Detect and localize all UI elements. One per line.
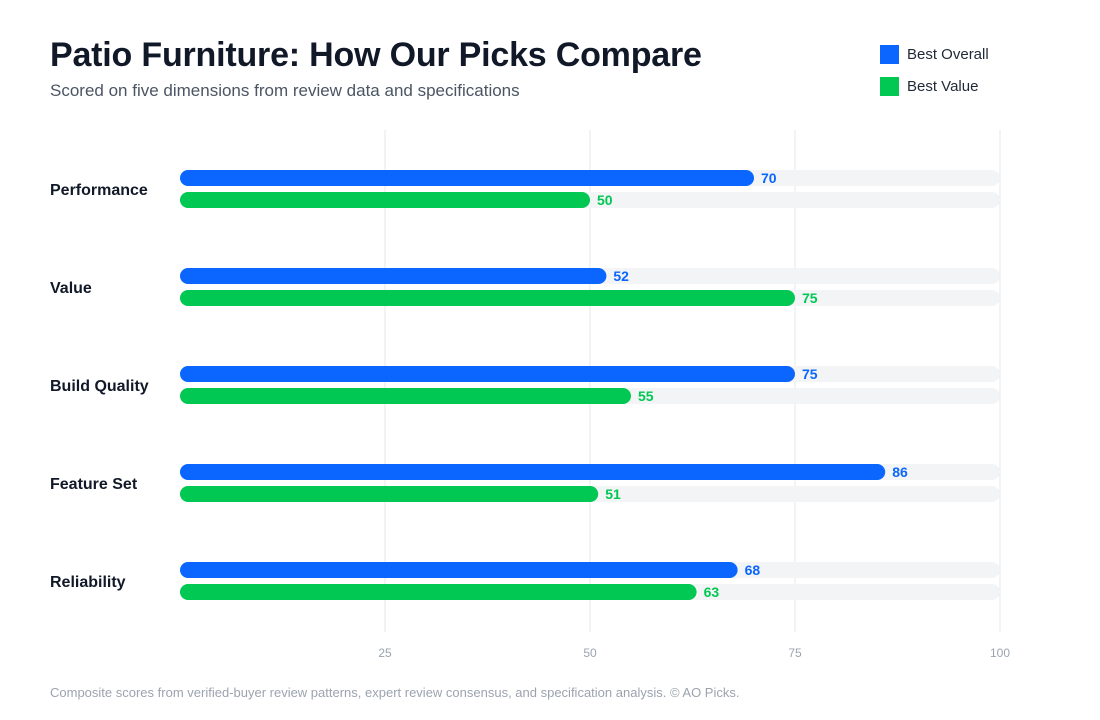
category-label: Performance	[50, 182, 148, 199]
value-label-best-overall: 68	[745, 562, 761, 578]
legend-swatch-best-value	[880, 76, 899, 96]
legend-swatch-best-overall	[880, 44, 899, 64]
category-label: Feature Set	[50, 476, 138, 493]
x-tick-label: 100	[990, 646, 1010, 660]
footnote: Composite scores from verified-buyer rev…	[50, 685, 740, 700]
value-label-best-overall: 52	[613, 268, 629, 284]
bar-best-value	[180, 486, 599, 502]
bar-best-overall	[180, 268, 607, 284]
value-label-best-value: 55	[638, 388, 654, 404]
category-labels: Performance Value Build Quality Feature Set…	[50, 182, 149, 591]
x-tick-label: 50	[583, 646, 597, 660]
value-label-best-overall: 75	[802, 366, 818, 382]
category-label: Value	[50, 280, 92, 297]
bar-best-value	[180, 290, 795, 306]
value-label-best-overall: 70	[761, 170, 777, 186]
value-label-best-value: 75	[802, 290, 818, 306]
x-tick-label: 75	[788, 646, 802, 660]
category-label: Build Quality	[50, 378, 149, 395]
value-label-best-value: 63	[704, 584, 720, 600]
bar-best-value	[180, 584, 697, 600]
value-label-best-overall: 86	[892, 464, 908, 480]
legend-label-best-value: Best Value	[907, 77, 979, 95]
chart-subtitle: Scored on five dimensions from review da…	[50, 81, 520, 100]
chart-title: Patio Furniture: How Our Picks Compare	[50, 36, 702, 74]
x-tick-labels: 25 50 75 100	[378, 646, 1010, 660]
bar-best-overall	[180, 464, 886, 480]
legend: Best Overall Best Value	[880, 44, 989, 108]
bar-best-value	[180, 388, 631, 404]
category-label: Reliability	[50, 574, 126, 591]
bar-best-overall	[180, 170, 754, 186]
bar-best-overall	[180, 366, 795, 382]
value-labels: 70 50 52 75 75 55 86 51 68 63	[597, 170, 908, 600]
value-label-best-value: 50	[597, 192, 613, 208]
bars	[180, 170, 886, 600]
legend-item-best-value: Best Value	[880, 76, 989, 96]
legend-item-best-overall: Best Overall	[880, 44, 989, 64]
value-label-best-value: 51	[605, 486, 621, 502]
bar-best-overall	[180, 562, 738, 578]
legend-label-best-overall: Best Overall	[907, 45, 989, 63]
x-tick-label: 25	[378, 646, 392, 660]
bar-best-value	[180, 192, 590, 208]
